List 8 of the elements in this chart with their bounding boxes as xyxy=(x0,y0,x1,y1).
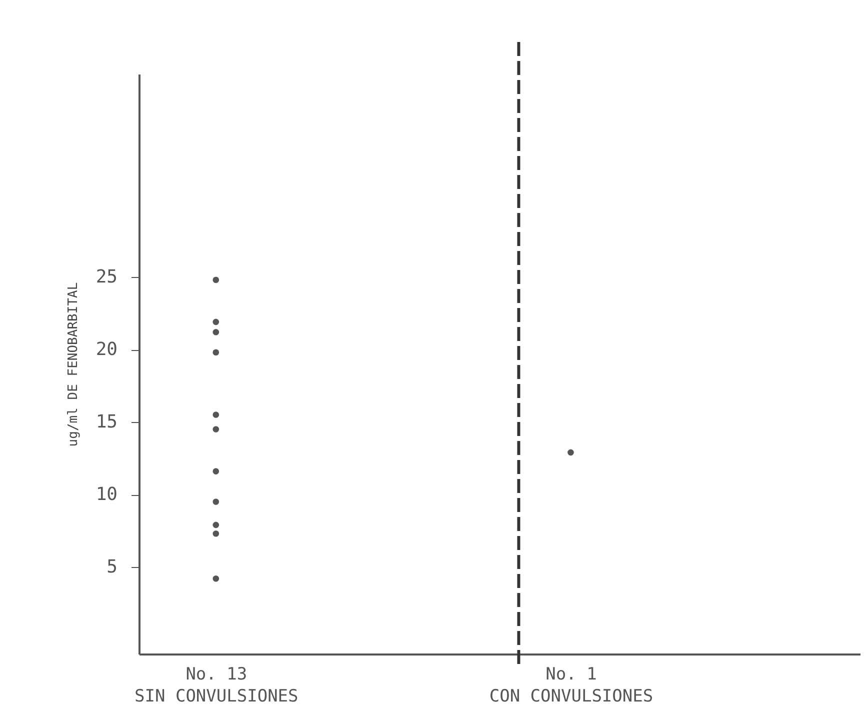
y-axis-title: ug/ml DE FENOBARBITAL xyxy=(66,282,81,447)
y-tick-label: 25 xyxy=(96,266,118,288)
y-tick-label: 5 xyxy=(106,556,118,578)
x-tick-label: No. 13 SIN CONVULSIONES xyxy=(134,664,298,706)
y-tick-label: 15 xyxy=(96,412,118,432)
y-tick-label: 10 xyxy=(96,484,118,505)
y-tick-label: 20 xyxy=(96,339,118,360)
x-tick-label: No. 1 CON CONVULSIONES xyxy=(489,664,654,706)
